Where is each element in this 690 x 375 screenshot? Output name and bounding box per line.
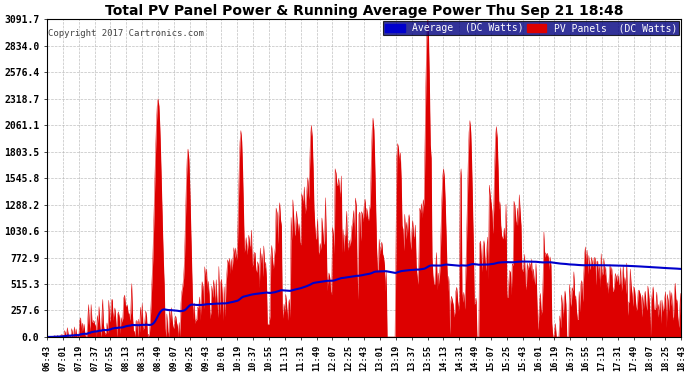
Text: Copyright 2017 Cartronics.com: Copyright 2017 Cartronics.com [48, 29, 204, 38]
Title: Total PV Panel Power & Running Average Power Thu Sep 21 18:48: Total PV Panel Power & Running Average P… [105, 4, 624, 18]
Legend: Average  (DC Watts), PV Panels  (DC Watts): Average (DC Watts), PV Panels (DC Watts) [383, 21, 680, 35]
